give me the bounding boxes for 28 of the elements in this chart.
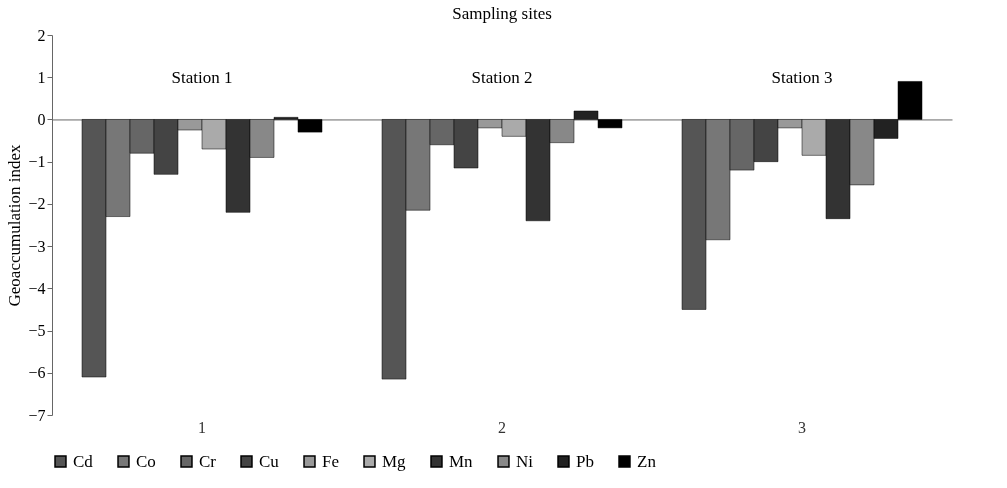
x-tick-label: 1: [198, 418, 206, 436]
y-tick-label: −5: [28, 322, 46, 340]
legend-label: Ni: [516, 451, 534, 471]
legend-label: Zn: [637, 451, 657, 471]
y-tick-label: 0: [37, 110, 46, 128]
annotation: Station 3: [771, 68, 833, 88]
annotation: Station 1: [171, 68, 233, 88]
y-tick-label: −2: [28, 195, 46, 213]
x-tick-label: 3: [798, 418, 806, 436]
legend-label: Co: [136, 451, 156, 471]
chart-title: Sampling sites: [452, 4, 552, 23]
legend-label: Pb: [576, 451, 594, 471]
y-tick-label: 2: [37, 26, 46, 44]
legend-label: Cr: [199, 451, 217, 471]
y-tick-label: 1: [37, 68, 46, 86]
legend-label: Mg: [382, 451, 407, 471]
y-tick-label: −4: [28, 279, 46, 297]
annotation: Station 2: [471, 68, 533, 88]
y-tick-label: −7: [28, 406, 46, 424]
y-tick-label: −6: [28, 364, 46, 382]
y-tick-label: −3: [28, 237, 46, 255]
legend-label: Cd: [73, 451, 94, 471]
x-tick-label: 2: [498, 418, 506, 436]
y-tick-label: −1: [28, 153, 46, 171]
legend-label: Mn: [449, 451, 474, 471]
legend-label: Fe: [322, 451, 339, 471]
y-axis-title: Geoaccumulation index: [5, 144, 25, 307]
legend-label: Cu: [259, 451, 280, 471]
